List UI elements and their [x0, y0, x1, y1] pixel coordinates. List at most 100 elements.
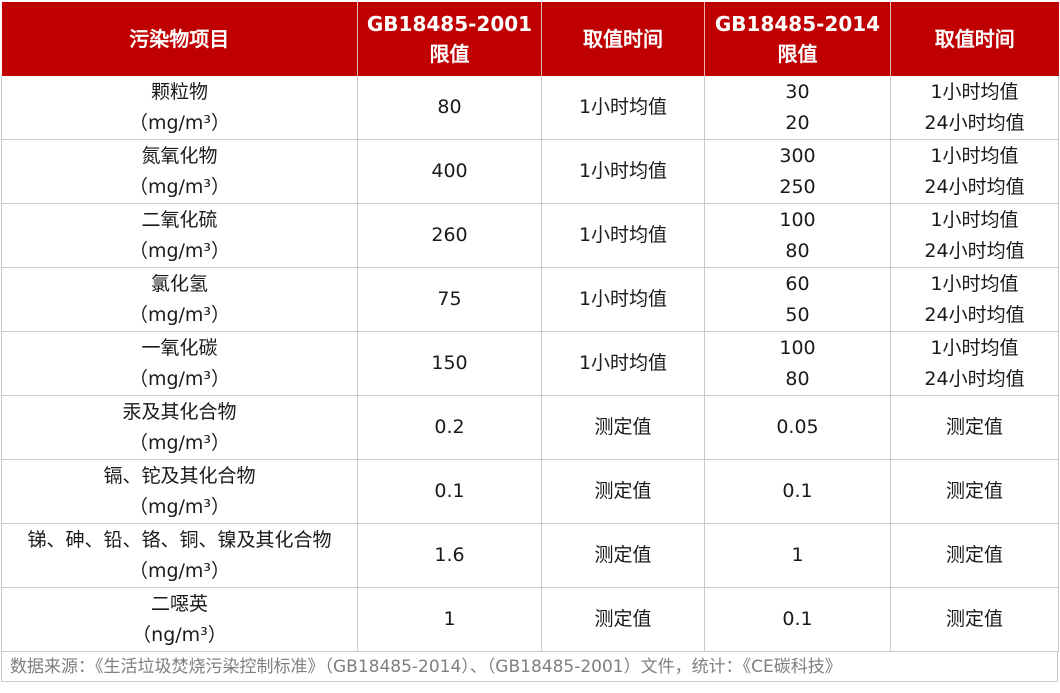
limit-2001-cell: 75 — [357, 267, 542, 332]
header-text: 取值时间 — [583, 27, 663, 51]
limit-2014-cell-line: 100 — [779, 336, 816, 359]
pollutant-cell: 颗粒物 （mg/m³） — [1, 76, 358, 140]
time-2014-cell: 测定值 — [890, 523, 1059, 588]
limit-2001-cell: 80 — [357, 76, 542, 140]
time-2014-cell: 测定值 — [890, 459, 1059, 524]
pollutant-cell-line: （mg/m³） — [128, 495, 231, 518]
time-2014-cell-line: 1小时均值 — [930, 272, 1019, 295]
time-2014-cell: 1小时均值 24小时均值 — [890, 203, 1059, 268]
limit-2014-cell: 100 80 — [704, 203, 891, 268]
limit-2001-cell: 1 — [357, 587, 542, 652]
header-text: 污染物项目 — [129, 27, 230, 51]
pollutant-cell: 镉、铊及其化合物 （mg/m³） — [1, 459, 358, 524]
table-row: 颗粒物 （mg/m³） 80 1小时均值 30 20 1小时均值 24小时均值 — [1, 76, 1059, 140]
limit-2014-cell: 30 20 — [704, 76, 891, 140]
time-2014-cell-line: 24小时均值 — [924, 111, 1025, 134]
limit-2014-cell: 0.1 — [704, 587, 891, 652]
pollutant-cell: 氮氧化物 （mg/m³） — [1, 139, 358, 204]
pollutant-cell-line: 二氧化硫 — [141, 208, 218, 231]
header-text: 限值 — [429, 42, 470, 66]
header-limit-2014: GB18485-2014 限值 — [704, 2, 891, 76]
limit-2001-cell: 150 — [357, 331, 542, 396]
limit-2001-cell: 260 — [357, 203, 542, 268]
limit-2014-cell-line: 0.05 — [776, 416, 819, 438]
header-text: 取值时间 — [934, 27, 1015, 51]
time-2014-cell: 1小时均值 24小时均值 — [890, 139, 1059, 204]
time-2014-cell-line: 1小时均值 — [930, 336, 1019, 359]
pollutant-cell-line: （mg/m³） — [128, 303, 231, 326]
pollutant-cell-line: （mg/m³） — [128, 367, 231, 390]
pollutant-cell: 二噁英 （ng/m³） — [1, 587, 358, 652]
header-text: GB18485-2014 — [714, 12, 881, 36]
table-row: 氮氧化物 （mg/m³） 400 1小时均值 300 250 1小时均值 24小时均值 — [1, 139, 1059, 204]
time-2001-cell: 测定值 — [541, 523, 705, 588]
time-2014-cell: 1小时均值 24小时均值 — [890, 331, 1059, 396]
table-row: 二氧化硫 （mg/m³） 260 1小时均值 100 80 1小时均值 24小时均值 — [1, 203, 1059, 268]
limit-2014-cell-line: 300 — [779, 144, 816, 167]
table-header: 污染物项目 GB18485-2001 限值 取值时间 GB18485-2014 限值 取值时… — [1, 2, 1059, 76]
limit-2014-cell-line: 50 — [785, 303, 810, 326]
time-2014-cell: 1小时均值 24小时均值 — [890, 267, 1059, 332]
limit-2014-cell: 1 — [704, 523, 891, 588]
header-text: 限值 — [777, 42, 818, 66]
pollutant-cell-line: （mg/m³） — [128, 175, 231, 198]
limit-2014-cell-line: 30 — [785, 80, 810, 103]
pollutant-cell-line: （mg/m³） — [128, 239, 231, 262]
limit-2014-cell-line: 0.1 — [782, 480, 813, 502]
time-2014-cell-line: 1小时均值 — [930, 144, 1019, 167]
table-row: 镉、铊及其化合物 （mg/m³） 0.1 测定值 0.1 测定值 — [1, 459, 1059, 524]
limit-2014-cell: 0.05 — [704, 395, 891, 460]
time-2001-cell: 1小时均值 — [541, 267, 705, 332]
table-row: 氯化氢 （mg/m³） 75 1小时均值 60 50 1小时均值 24小时均值 — [1, 267, 1059, 332]
limit-2014-cell-line: 250 — [779, 175, 816, 198]
time-2014-cell-line: 测定值 — [945, 608, 1003, 630]
header-row: 污染物项目 GB18485-2001 限值 取值时间 GB18485-2014 限值 取值时… — [1, 2, 1059, 76]
limit-2014-cell: 100 80 — [704, 331, 891, 396]
data-source-note: 数据来源：《生活垃圾焚烧污染控制标准》（GB18485-2014）、（GB184… — [1, 652, 1058, 682]
pollutant-cell: 锑、砷、铅、铬、铜、镍及其化合物 （mg/m³） — [1, 523, 358, 588]
time-2001-cell: 1小时均值 — [541, 139, 705, 204]
limit-2014-cell-line: 0.1 — [782, 608, 813, 630]
pollutant-cell: 一氧化碳 （mg/m³） — [1, 331, 358, 396]
limit-2014-cell: 0.1 — [704, 459, 891, 524]
pollutant-cell-line: 锑、砷、铅、铬、铜、镍及其化合物 — [27, 528, 332, 551]
pollutant-cell-line: 氯化氢 — [150, 272, 208, 295]
time-2014-cell: 1小时均值 24小时均值 — [890, 76, 1059, 140]
time-2014-cell: 测定值 — [890, 395, 1059, 460]
table-row: 一氧化碳 （mg/m³） 150 1小时均值 100 80 1小时均值 24小时均值 — [1, 331, 1059, 396]
table-body: 颗粒物 （mg/m³） 80 1小时均值 30 20 1小时均值 24小时均值 氮氧化物 （mg/… — [1, 76, 1059, 652]
pollutant-cell: 二氧化硫 （mg/m³） — [1, 203, 358, 268]
time-2014-cell-line: 24小时均值 — [924, 367, 1025, 390]
limit-2014-cell: 60 50 — [704, 267, 891, 332]
header-pollutant: 污染物项目 — [1, 2, 358, 76]
limit-2014-cell-line: 20 — [785, 111, 810, 134]
pollutant-cell-line: （mg/m³） — [128, 111, 231, 134]
pollutant-cell-line: （mg/m³） — [128, 431, 231, 454]
limit-2014-cell-line: 80 — [785, 367, 810, 390]
time-2014-cell-line: 测定值 — [945, 416, 1003, 438]
pollutant-cell: 氯化氢 （mg/m³） — [1, 267, 358, 332]
limit-2014-cell: 300 250 — [704, 139, 891, 204]
time-2014-cell-line: 24小时均值 — [924, 175, 1025, 198]
limit-2001-cell: 0.1 — [357, 459, 542, 524]
pollutant-cell-line: 汞及其化合物 — [122, 400, 237, 423]
time-2014-cell-line: 1小时均值 — [930, 80, 1019, 103]
pollutant-cell-line: 一氧化碳 — [141, 336, 218, 359]
standards-table-container: 污染物项目 GB18485-2001 限值 取值时间 GB18485-2014 限值 取值时… — [1, 2, 1059, 682]
time-2014-cell-line: 测定值 — [945, 480, 1003, 502]
emission-standards-table: 污染物项目 GB18485-2001 限值 取值时间 GB18485-2014 限值 取值时… — [1, 2, 1059, 652]
table-row: 锑、砷、铅、铬、铜、镍及其化合物 （mg/m³） 1.6 测定值 1 测定值 — [1, 523, 1059, 588]
pollutant-cell-line: （mg/m³） — [128, 559, 231, 582]
time-2014-cell-line: 24小时均值 — [924, 303, 1025, 326]
time-2014-cell-line: 24小时均值 — [924, 239, 1025, 262]
pollutant-cell-line: 氮氧化物 — [141, 144, 218, 167]
header-text: GB18485-2001 — [366, 12, 533, 36]
time-2014-cell: 测定值 — [890, 587, 1059, 652]
header-time-2001: 取值时间 — [541, 2, 705, 76]
pollutant-cell-line: 颗粒物 — [150, 80, 208, 103]
pollutant-cell-line: （ng/m³） — [132, 623, 227, 646]
pollutant-cell-line: 镉、铊及其化合物 — [103, 464, 256, 487]
time-2001-cell: 1小时均值 — [541, 331, 705, 396]
header-time-2014: 取值时间 — [890, 2, 1059, 76]
time-2001-cell: 1小时均值 — [541, 203, 705, 268]
